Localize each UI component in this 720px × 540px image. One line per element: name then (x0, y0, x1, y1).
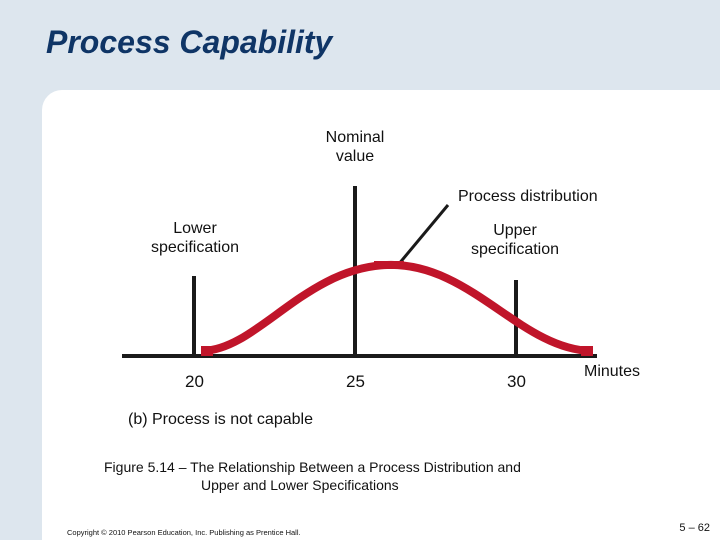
copyright-notice: Copyright © 2010 Pearson Education, Inc.… (67, 528, 301, 537)
lower-spec-label: Lower specification (150, 220, 240, 256)
subcaption: (b) Process is not capable (128, 411, 313, 428)
axis-tick-label: 25 (346, 372, 365, 391)
process-distribution-label: Process distribution (458, 188, 598, 205)
content-panel (42, 90, 720, 540)
curve-peak-cap (374, 261, 404, 269)
axis-unit-label: Minutes (584, 363, 641, 380)
page-number: 5 – 62 (679, 522, 710, 534)
distribution-pointer-line (396, 204, 450, 266)
process-distribution-curve (202, 260, 592, 355)
nominal-value-label: Nominal value (325, 129, 385, 165)
axis-tick-label: 20 (185, 372, 204, 391)
upper-spec-label: Upper specification (470, 222, 560, 258)
curve-right-end-cap (581, 346, 593, 356)
curve-left-end-cap (201, 346, 213, 356)
axis-tick-label: 30 (507, 372, 526, 391)
figure-caption: Figure 5.14 – The Relationship Between a… (104, 459, 521, 493)
slide-title: Process Capability (46, 24, 333, 60)
